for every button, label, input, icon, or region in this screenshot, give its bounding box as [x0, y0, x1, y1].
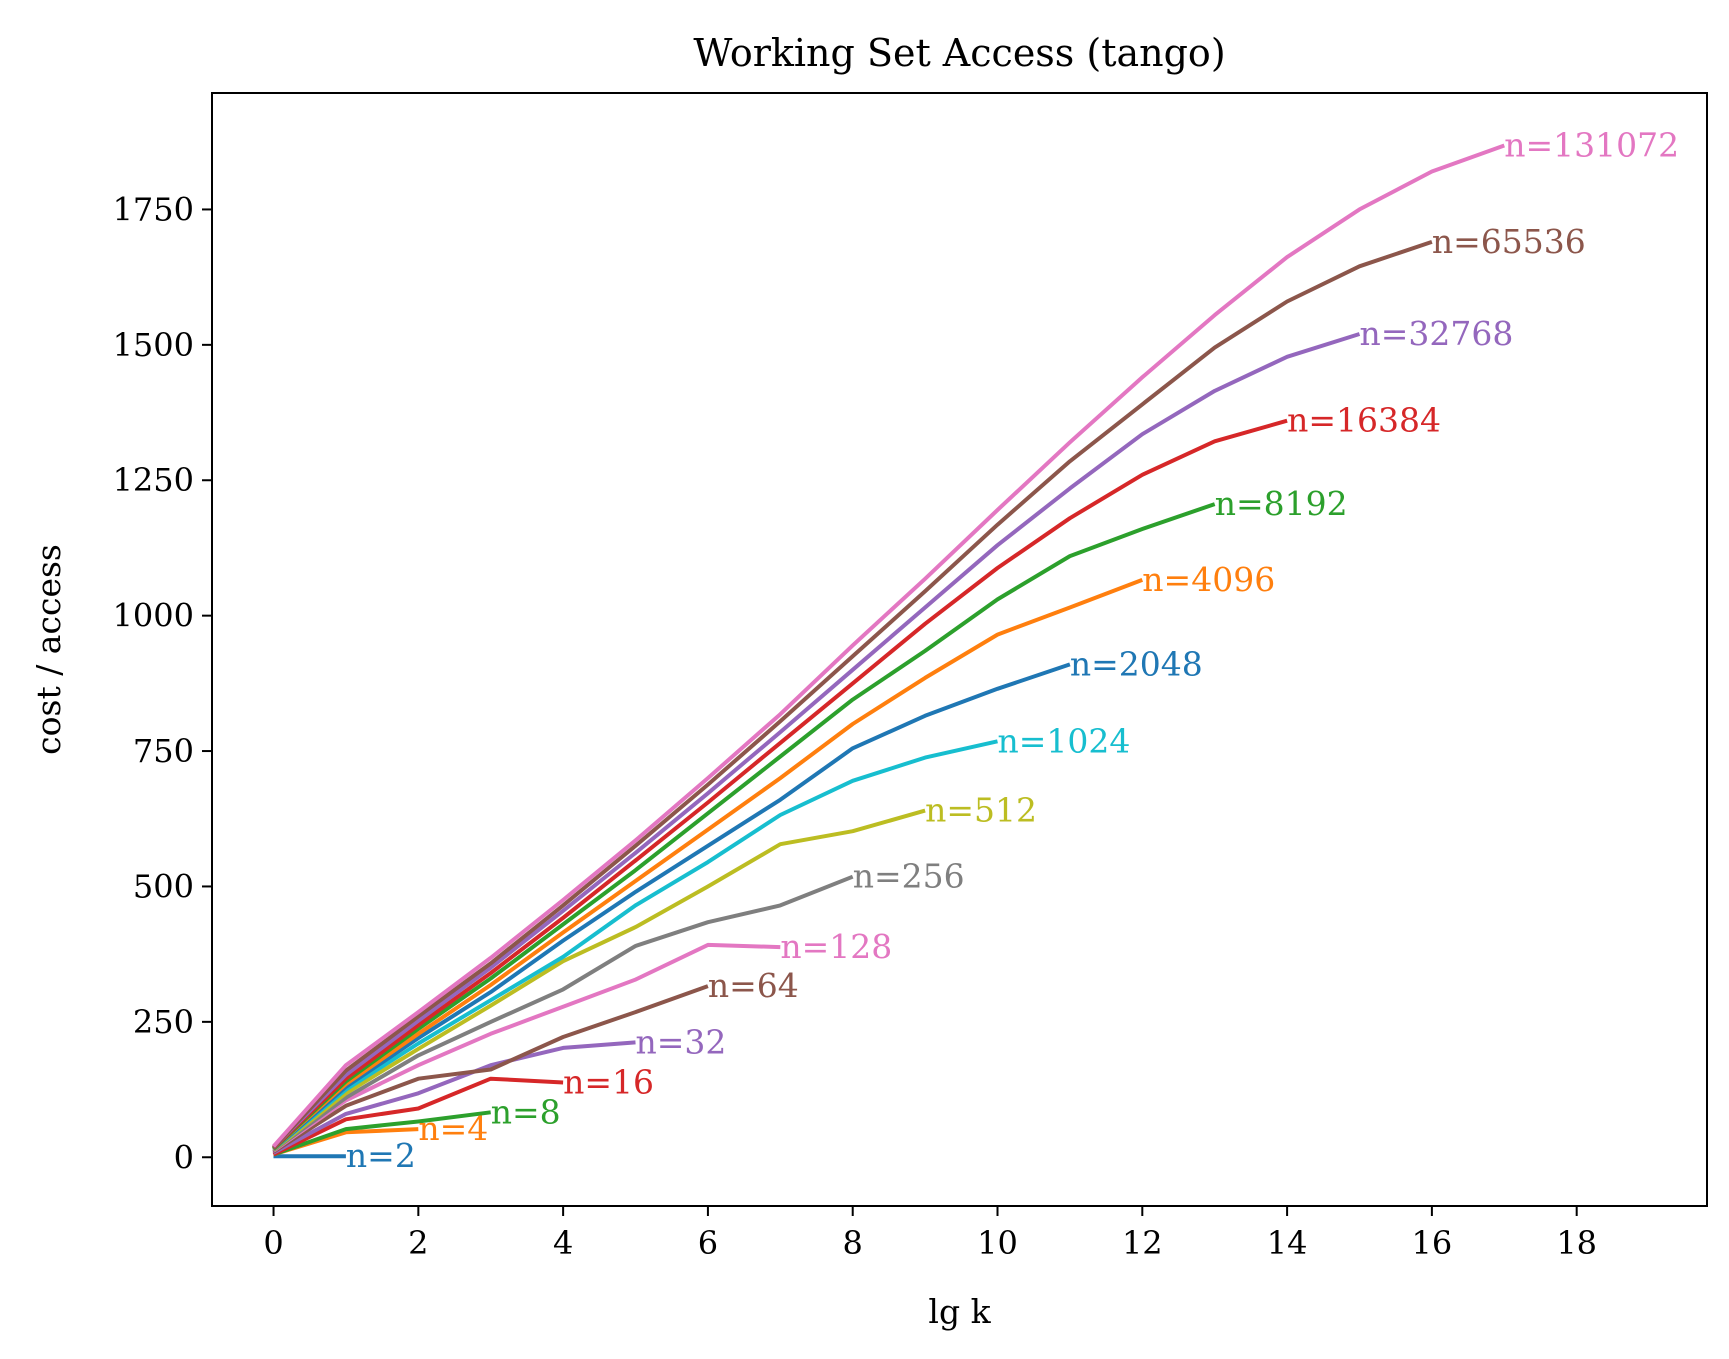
series-line	[272, 739, 998, 1151]
series-label: n=512	[925, 791, 1037, 830]
plot-frame	[211, 92, 1708, 1207]
series-line	[272, 240, 1433, 1149]
axis-ticks: 0 2 4 6 8 10 12 14 16 18 0 250 500 750 1000 1250 1500 175…	[113, 190, 1597, 1262]
y-tick-label: 1250	[113, 461, 194, 499]
series-line	[272, 808, 926, 1152]
series-line	[272, 662, 1071, 1151]
series-label: n=1024	[998, 721, 1131, 760]
series-label: n=64	[708, 966, 799, 1005]
series-line	[272, 1040, 636, 1155]
series-line	[272, 143, 1505, 1148]
x-tick-label: 6	[698, 1224, 718, 1262]
plot-area	[211, 92, 1708, 1207]
series-line	[272, 874, 854, 1152]
y-tick-label: 500	[133, 867, 194, 905]
series-label: n=2	[346, 1136, 416, 1175]
series-label: n=4096	[1142, 560, 1275, 599]
series-line	[272, 502, 1216, 1151]
series-line	[272, 984, 709, 1154]
y-axis-title: cost / access	[29, 544, 68, 755]
series-line	[272, 1110, 491, 1157]
series-label: n=4	[418, 1109, 488, 1148]
y-tick-label: 750	[133, 732, 194, 770]
y-tick-label: 1000	[113, 597, 194, 635]
x-tick-label: 10	[977, 1224, 1018, 1262]
x-tick-label: 12	[1122, 1224, 1163, 1262]
series-label: n=16	[563, 1063, 654, 1102]
y-tick-label: 1500	[113, 326, 194, 364]
series-line	[272, 578, 1144, 1151]
series-label: n=65536	[1432, 222, 1586, 261]
series-labels: n=2n=4 n=8n=16n=32 n=64n=128 n=256 n=512 n=10…	[346, 126, 1679, 1176]
x-tick-label: 16	[1412, 1224, 1453, 1262]
y-tick-label: 250	[133, 1003, 194, 1041]
series-label: n=8192	[1215, 484, 1348, 523]
series-label: n=2048	[1070, 644, 1203, 683]
series-line	[272, 418, 1288, 1150]
series-line	[272, 332, 1361, 1149]
x-tick-label: 4	[553, 1224, 573, 1262]
series-label: n=32768	[1359, 314, 1513, 353]
y-tick-label: 0	[174, 1138, 194, 1176]
x-tick-label: 18	[1556, 1224, 1597, 1262]
x-axis-title: lg k	[928, 1292, 991, 1331]
series-line	[272, 1076, 564, 1157]
series-label: n=16384	[1287, 401, 1441, 440]
x-tick-label: 2	[408, 1224, 428, 1262]
series-lines	[272, 143, 1505, 1159]
series-label: n=32	[636, 1022, 727, 1061]
x-tick-label: 8	[843, 1224, 863, 1262]
series-label: n=128	[780, 927, 892, 966]
x-tick-label: 14	[1267, 1224, 1308, 1262]
x-tick-label: 0	[263, 1224, 283, 1262]
chart-title: Working Set Access (tango)	[693, 31, 1225, 75]
series-label: n=256	[853, 857, 965, 896]
y-tick-label: 1750	[113, 190, 194, 228]
series-label: n=131072	[1504, 126, 1679, 165]
series-label: n=8	[491, 1092, 561, 1131]
series-line	[272, 942, 781, 1153]
